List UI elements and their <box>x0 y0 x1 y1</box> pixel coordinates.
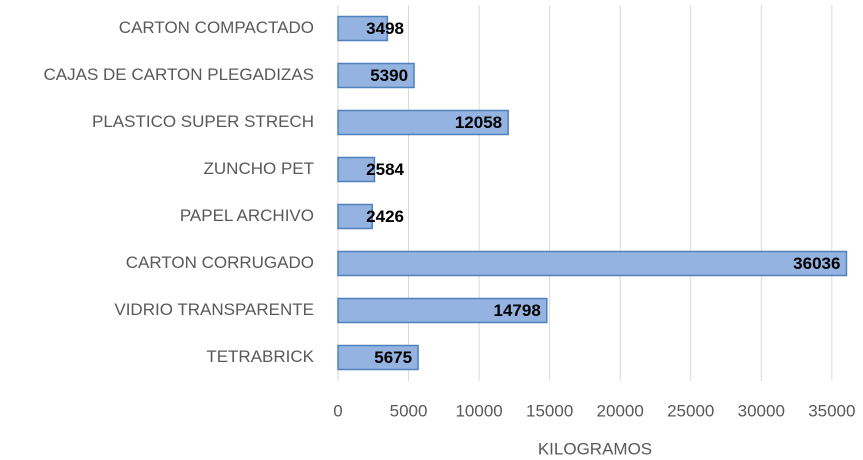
x-tick-label: 30000 <box>738 401 785 420</box>
y-tick-label: PAPEL ARCHIVO <box>180 206 314 225</box>
y-tick-label: CARTON COMPACTADO <box>119 18 314 37</box>
data-label: 5390 <box>370 66 408 85</box>
data-label: 12058 <box>455 113 502 132</box>
bar <box>337 297 548 324</box>
bar <box>337 344 419 371</box>
bar <box>337 250 848 277</box>
data-label: 36036 <box>793 254 840 273</box>
x-axis-title: KILOGRAMOS <box>538 439 652 458</box>
x-tick-label: 20000 <box>597 401 644 420</box>
x-tick-label: 15000 <box>526 401 573 420</box>
y-tick-label: CARTON CORRUGADO <box>126 253 314 272</box>
x-tick-label: 0 <box>333 401 342 420</box>
bar <box>337 109 509 136</box>
data-label: 3498 <box>366 19 404 38</box>
x-tick-label: 25000 <box>667 401 714 420</box>
bar <box>337 156 376 183</box>
bar <box>337 203 373 230</box>
x-tick-label: 5000 <box>390 401 428 420</box>
x-tick-label: 10000 <box>455 401 502 420</box>
y-tick-label: CAJAS DE CARTON PLEGADIZAS <box>44 65 315 84</box>
y-tick-label: TETRABRICK <box>206 347 314 366</box>
y-tick-label: ZUNCHO PET <box>204 159 315 178</box>
bar <box>337 62 415 89</box>
x-tick-label: 35000 <box>808 401 855 420</box>
data-label: 14798 <box>494 301 541 320</box>
data-label: 2426 <box>366 207 404 226</box>
data-label: 5675 <box>374 348 412 367</box>
y-tick-label: PLASTICO SUPER STRECH <box>92 112 314 131</box>
data-label: 2584 <box>366 160 404 179</box>
bar <box>337 15 389 42</box>
y-tick-label: VIDRIO TRANSPARENTE <box>114 300 314 319</box>
